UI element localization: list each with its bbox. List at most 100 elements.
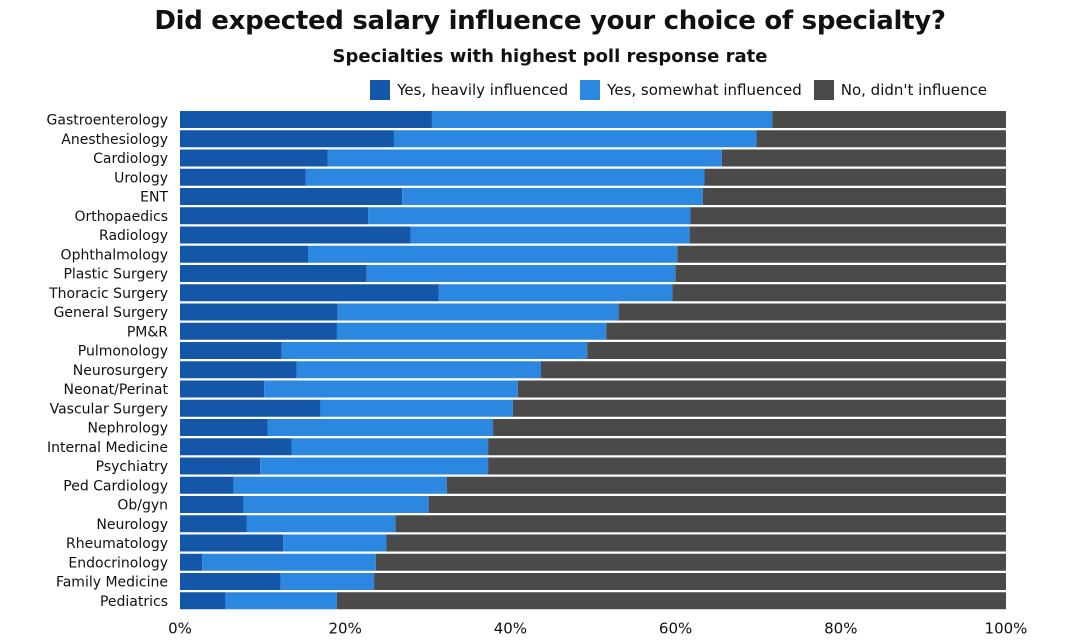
bar-segment-somewhat [308,245,678,263]
bar-segment-none [488,438,1006,456]
bar-segment-none [512,399,1006,417]
category-label: Orthopaedics [74,209,168,225]
bar-segment-heavily [180,342,282,359]
bar-segment-heavily [180,111,432,128]
legend-label-heavily: Yes, heavily influenced [397,81,569,99]
bar-segment-none [672,284,1006,302]
bar-segment-somewhat [291,438,489,456]
bar-segment-somewhat [402,188,703,205]
bar-segment-heavily [180,419,268,436]
category-label: Nephrology [88,421,169,437]
category-label: Urology [114,170,168,186]
bar-segment-heavily [180,207,369,225]
category-label: Pulmonology [78,344,168,360]
category-label: ENT [140,190,168,206]
bar-segment-somewhat [225,592,337,610]
bar-segment-none [689,226,1006,244]
legend-label-none: No, didn't influence [840,81,987,99]
bar-segment-somewhat [280,573,375,590]
bar-segment-none [540,361,1006,379]
bar-segment-heavily [180,284,439,302]
bar-segment-heavily [180,573,281,590]
bar-segment-none [517,380,1006,398]
bar-segment-heavily [180,130,394,148]
category-label: Ob/gyn [117,498,168,514]
category-label: Rheumatology [66,536,168,552]
category-label: Endocrinology [68,555,168,571]
category-label: Plastic Surgery [63,267,168,283]
legend-item-somewhat: Yes, somewhat influenced [580,80,802,100]
category-label: Radiology [99,228,168,244]
bar-segment-none [375,553,1007,571]
bar-segment-somewhat [246,515,396,533]
x-tick-label: 0% [168,620,192,638]
category-label: Anesthesiology [61,132,168,148]
category-label: Family Medicine [56,575,168,591]
x-tick-label: 40% [494,620,527,638]
bar-segment-somewhat [243,496,429,513]
legend-swatch-somewhat [580,80,601,100]
bar-segment-none [704,168,1006,186]
category-label: Ophthalmology [61,247,168,263]
legend-swatch-none [813,80,834,100]
bar-segment-heavily [180,226,411,244]
bar-segment-somewhat [320,399,513,417]
bar-segment-heavily [180,399,321,417]
bar-segment-none [488,457,1006,475]
bar-segment-none [721,149,1006,167]
bar-segment-heavily [180,265,367,282]
bar-segment-heavily [180,496,244,513]
bar-segment-none [772,111,1006,128]
bar-segment-heavily [180,245,309,263]
bar-segment-heavily [180,149,328,167]
bar-segment-none [493,419,1007,436]
bar-segment-heavily [180,457,261,475]
bar-segment-none [675,265,1006,282]
bar-segment-heavily [180,303,338,321]
bar-segment-none [702,188,1006,205]
x-tick-label: 100% [985,620,1028,638]
category-label: Internal Medicine [47,440,168,456]
bar-segment-somewhat [368,207,691,225]
bar-segment-heavily [180,534,284,552]
category-label: Neurology [96,517,168,533]
x-tick-label: 80% [824,620,857,638]
bar-segment-heavily [180,380,265,398]
bar-segment-somewhat [410,226,690,244]
bar-segment-somewhat [264,380,518,398]
legend-label-somewhat: Yes, somewhat influenced [607,81,802,99]
category-label: Thoracic Surgery [48,286,168,302]
bar-segment-none [606,322,1006,340]
bar-segment-somewhat [431,111,773,128]
chart-title: Did expected salary influence your choic… [154,6,946,36]
bar-segment-somewhat [393,130,757,148]
bar-segment-heavily [180,322,337,340]
bar-segment-heavily [180,592,226,610]
bar-segment-somewhat [438,284,673,302]
bar-segment-heavily [180,515,247,533]
bar-segment-none [336,592,1006,610]
bar-segment-somewhat [296,361,541,379]
bar-segment-somewhat [366,265,676,282]
bar-segment-somewhat [267,419,494,436]
bar-segment-heavily [180,476,234,494]
bar-segment-none [677,245,1006,263]
legend-item-none: No, didn't influence [813,80,987,100]
bar-segment-heavily [180,168,306,186]
category-label: Vascular Surgery [50,401,168,417]
category-label: General Surgery [54,305,168,321]
bar-segment-none [428,496,1007,513]
bar-segment-somewhat [327,149,722,167]
bar-segment-somewhat [260,457,489,475]
bar-segment-somewhat [283,534,387,552]
category-label: Gastroenterology [47,113,168,129]
bar-segment-none [386,534,1006,552]
bar-segment-heavily [180,188,403,205]
category-label: Cardiology [93,151,168,167]
category-label: Psychiatry [96,459,168,475]
category-label: Ped Cardiology [63,478,168,494]
bar-segment-heavily [180,553,203,571]
bar-segment-heavily [180,438,292,456]
bar-segment-heavily [180,361,297,379]
